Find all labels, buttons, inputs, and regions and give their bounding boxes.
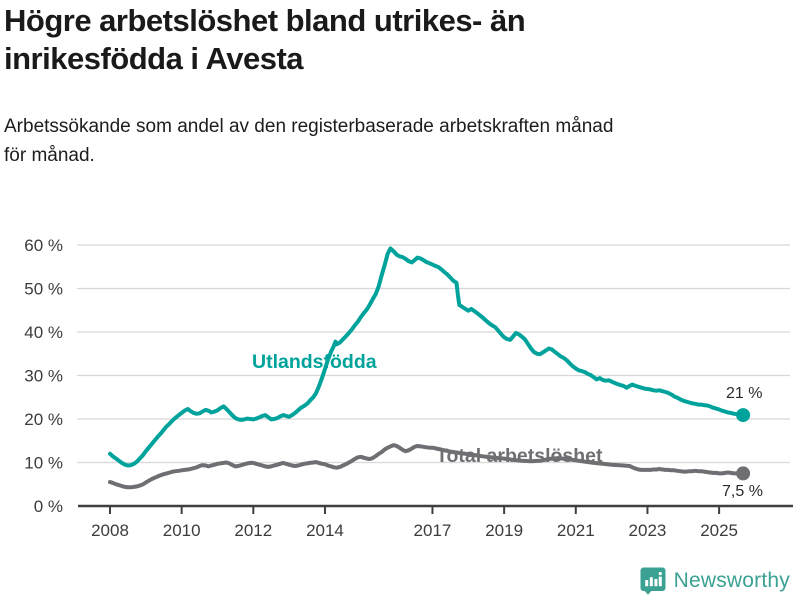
x-tick-label: 2021 — [557, 521, 595, 540]
y-tick-label: 60 % — [24, 236, 63, 255]
y-tick-label: 50 % — [24, 280, 63, 299]
x-tick-label: 2017 — [414, 521, 452, 540]
y-tick-label: 20 % — [24, 410, 63, 429]
x-tick-label: 2023 — [629, 521, 667, 540]
y-tick-label: 30 % — [24, 367, 63, 386]
end-value-total-arbetsloshet: 7,5 % — [722, 483, 763, 500]
page-subtitle: Arbetssökande som andel av den registerb… — [4, 116, 614, 166]
x-tick-label: 2008 — [91, 521, 129, 540]
series-line — [108, 246, 746, 468]
series-line — [108, 443, 746, 490]
end-value-utlandsfodda: 21 % — [726, 385, 763, 402]
y-tick-label: 10 % — [24, 454, 63, 473]
series-label-utlandsfodda: Utlandsfödda — [252, 351, 377, 373]
x-tick-label: 2025 — [700, 521, 738, 540]
newsworthy-bubble-chart-icon — [640, 567, 666, 595]
x-tick-label: 2012 — [234, 521, 272, 540]
series-label-total-arbetsloshet: Total arbetslöshet — [436, 445, 603, 467]
newsworthy-wordmark: Newsworthy — [673, 569, 790, 592]
x-tick-label: 2019 — [485, 521, 523, 540]
x-tick-label: 2010 — [163, 521, 201, 540]
newsworthy-logo: Newsworthy — [640, 567, 790, 595]
y-tick-label: 40 % — [24, 323, 63, 342]
page-title: Högre arbetslöshet bland utrikes- än inr… — [4, 3, 526, 76]
series-end-dot — [736, 408, 751, 423]
y-tick-label: 0 % — [34, 497, 63, 516]
series-end-dot — [736, 466, 751, 481]
x-tick-label: 2014 — [306, 521, 344, 540]
